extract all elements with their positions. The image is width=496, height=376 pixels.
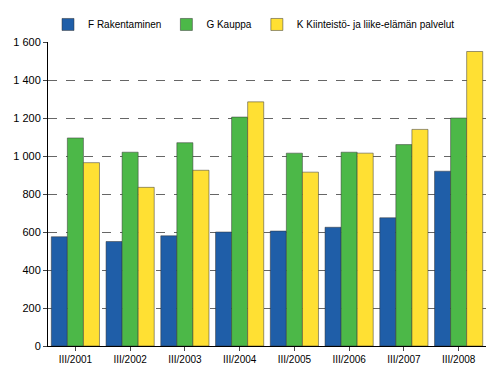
svg-text:200: 200 bbox=[22, 302, 40, 314]
svg-text:K Kiinteistö- ja liike-elämän: K Kiinteistö- ja liike-elämän palvelut bbox=[297, 19, 455, 30]
svg-text:III/2005: III/2005 bbox=[278, 354, 312, 365]
svg-text:III/2007: III/2007 bbox=[387, 354, 421, 365]
svg-text:III/2004: III/2004 bbox=[223, 354, 257, 365]
svg-text:1 200: 1 200 bbox=[13, 112, 41, 124]
svg-text:400: 400 bbox=[22, 264, 40, 276]
svg-text:III/2001: III/2001 bbox=[59, 354, 93, 365]
svg-text:1 000: 1 000 bbox=[13, 150, 41, 162]
svg-text:G Kauppa: G Kauppa bbox=[206, 19, 251, 30]
svg-text:1 400: 1 400 bbox=[13, 74, 41, 86]
svg-text:F Rakentaminen: F Rakentaminen bbox=[88, 19, 161, 30]
svg-text:III/2003: III/2003 bbox=[168, 354, 202, 365]
svg-text:800: 800 bbox=[22, 188, 40, 200]
svg-text:III/2006: III/2006 bbox=[332, 354, 366, 365]
svg-text:III/2002: III/2002 bbox=[113, 354, 147, 365]
svg-text:0: 0 bbox=[35, 340, 41, 352]
svg-text:600: 600 bbox=[22, 226, 40, 238]
svg-text:III/2008: III/2008 bbox=[442, 354, 476, 365]
svg-text:1 600: 1 600 bbox=[13, 36, 41, 48]
